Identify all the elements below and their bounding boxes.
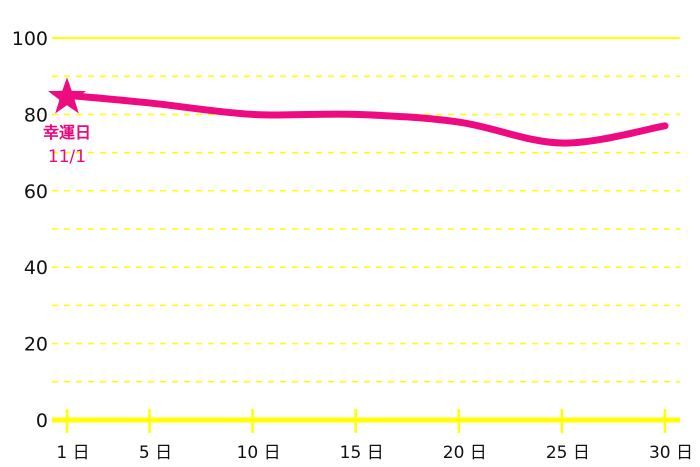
x-tick-label: 15 日 bbox=[340, 443, 384, 463]
y-tick-label: 20 bbox=[24, 334, 48, 356]
y-axis-ticks: 0 20 40 60 80 100 bbox=[12, 28, 48, 432]
x-tick-label: 30 日 bbox=[649, 443, 693, 463]
series-line bbox=[63, 91, 669, 147]
x-tick-label: 5 日 bbox=[139, 443, 172, 463]
x-tick-label: 10 日 bbox=[237, 443, 281, 463]
gridlines bbox=[52, 37, 680, 383]
x-tick-label: 20 日 bbox=[443, 443, 487, 463]
y-tick-label: 40 bbox=[24, 257, 48, 279]
y-tick-label: 0 bbox=[36, 410, 48, 432]
star-icon bbox=[48, 77, 86, 114]
x-axis: 1 日 5 日 10 日 15 日 20 日 25 日 30 日 bbox=[52, 409, 693, 463]
x-tick-label: 25 日 bbox=[546, 443, 590, 463]
x-tick-label: 1 日 bbox=[56, 443, 89, 463]
annotation-date: 11/1 bbox=[48, 147, 86, 167]
annotation-label: 幸運日 bbox=[43, 123, 91, 142]
y-tick-label: 80 bbox=[24, 104, 48, 126]
y-tick-label: 100 bbox=[12, 28, 48, 50]
y-tick-label: 60 bbox=[24, 181, 48, 203]
